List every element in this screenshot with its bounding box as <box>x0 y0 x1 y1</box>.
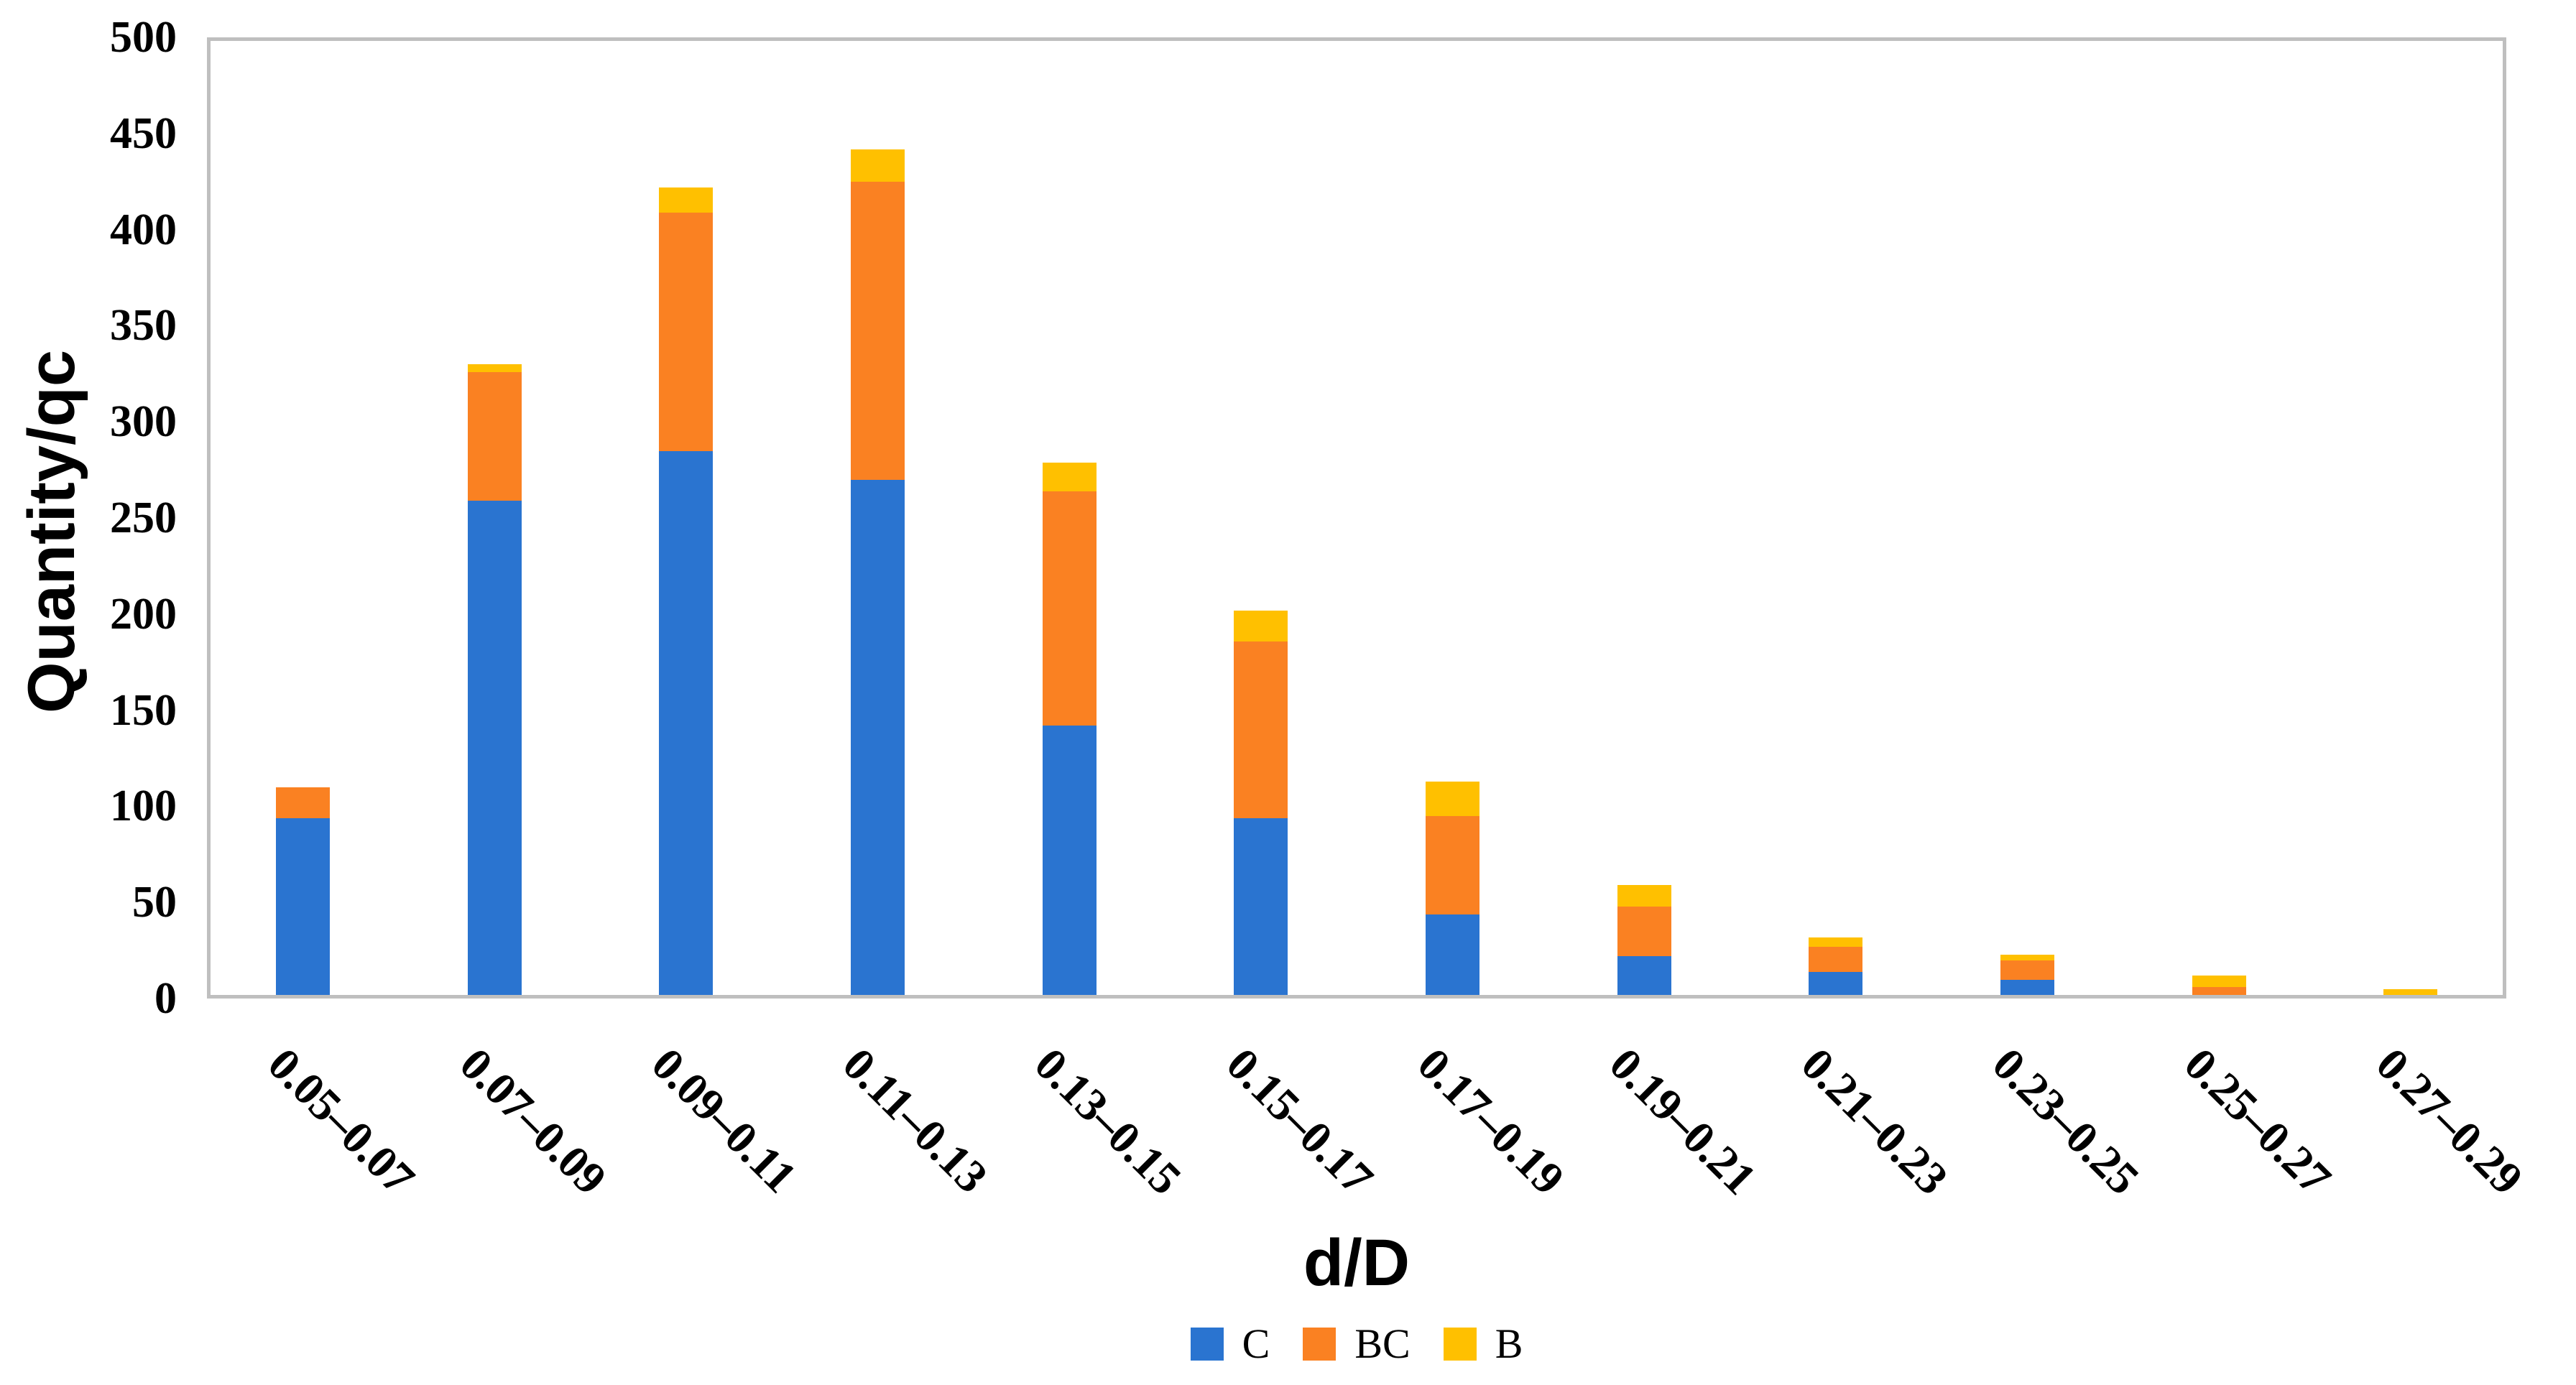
bar-segment-C <box>1234 817 1288 995</box>
bar-segment-BC <box>1617 906 1671 957</box>
bar-segment-BC <box>2192 987 2246 995</box>
x-tick-label: 0.21–0.23 <box>1791 1038 1958 1205</box>
bar-segment-C <box>1425 914 1479 995</box>
y-tick-label: 250 <box>110 494 177 542</box>
bar-segment-BC <box>850 182 905 480</box>
bar-segment-B <box>2192 976 2246 988</box>
bar-segment-BC <box>659 212 714 451</box>
bar-segment-BC <box>1234 641 1288 818</box>
bar-segment-BC <box>467 372 522 501</box>
bar-segment-B <box>850 149 905 182</box>
x-tick-label: 0.11–0.13 <box>833 1038 998 1203</box>
legend-swatch-icon <box>1190 1328 1224 1361</box>
bar-segment-C <box>850 479 905 995</box>
bar-0.15–0.17 <box>1234 610 1288 995</box>
bar-0.13–0.15 <box>1042 462 1097 995</box>
bar-segment-B <box>467 364 522 372</box>
bar-segment-BC <box>275 787 330 818</box>
bar-segment-B <box>659 187 714 213</box>
bar-segment-B <box>1042 462 1097 491</box>
bar-segment-B <box>2383 988 2438 995</box>
bar-0.23–0.25 <box>2000 954 2054 995</box>
bar-0.27–0.29 <box>2383 988 2438 995</box>
bar-segment-BC <box>1042 491 1097 726</box>
y-tick-label: 50 <box>132 878 177 927</box>
legend-item-BC: BC <box>1303 1320 1411 1367</box>
bar-0.17–0.19 <box>1425 781 1479 995</box>
legend: C BC B <box>207 1323 2506 1365</box>
bar-0.07–0.09 <box>467 364 522 995</box>
x-tick-label: 0.09–0.11 <box>642 1038 807 1203</box>
x-tick-label: 0.05–0.07 <box>258 1038 425 1205</box>
x-tick-label: 0.19–0.21 <box>1599 1038 1766 1205</box>
bar-segment-C <box>659 450 714 995</box>
x-tick-label: 0.23–0.25 <box>1982 1038 2150 1205</box>
x-tick-label: 0.25–0.27 <box>2174 1038 2341 1205</box>
y-tick-label: 350 <box>110 301 177 351</box>
bar-segment-B <box>1809 937 1863 948</box>
bar-segment-BC <box>1809 947 1863 972</box>
x-tick-label: 0.13–0.15 <box>1025 1038 1191 1205</box>
legend-swatch-icon <box>1303 1328 1337 1361</box>
bar-segment-C <box>1617 956 1671 995</box>
bar-0.11–0.13 <box>850 149 905 995</box>
bar-segment-B <box>2000 954 2054 960</box>
plot-area <box>207 37 2506 999</box>
bar-0.21–0.23 <box>1809 937 1863 995</box>
legend-label: C <box>1242 1320 1270 1367</box>
y-tick-label: 100 <box>110 782 177 831</box>
bar-segment-C <box>275 817 330 995</box>
legend-label: B <box>1495 1320 1523 1367</box>
x-axis-title: d/D <box>1303 1226 1411 1300</box>
y-tick-label: 150 <box>110 685 177 735</box>
legend-item-B: B <box>1443 1320 1523 1367</box>
bar-segment-BC <box>1425 816 1479 914</box>
bar-0.09–0.11 <box>659 187 714 995</box>
bar-segment-B <box>1617 885 1671 907</box>
legend-item-C: C <box>1190 1320 1270 1367</box>
y-tick-label: 200 <box>110 589 177 639</box>
y-tick-label: 450 <box>110 108 177 158</box>
y-tick-label: 300 <box>110 397 177 447</box>
bar-0.25–0.27 <box>2192 976 2246 995</box>
x-tick-label: 0.15–0.17 <box>1217 1038 1383 1205</box>
bar-segment-C <box>1809 971 1863 995</box>
bar-segment-C <box>1042 726 1097 995</box>
y-axis: 0 50 100 150 200 250 300 350 400 450 500 <box>0 0 177 1385</box>
y-tick-label: 400 <box>110 205 177 254</box>
x-tick-label: 0.27–0.29 <box>2366 1038 2533 1205</box>
x-tick-label: 0.17–0.19 <box>1408 1038 1575 1205</box>
y-tick-label: 0 <box>154 974 177 1023</box>
bar-segment-BC <box>2000 960 2054 980</box>
bar-0.19–0.21 <box>1617 885 1671 995</box>
bar-segment-B <box>1234 610 1288 641</box>
bar-segment-C <box>467 501 522 995</box>
bar-segment-B <box>1425 781 1479 817</box>
y-tick-label: 500 <box>110 13 177 62</box>
legend-label: BC <box>1354 1320 1411 1367</box>
bar-0.05–0.07 <box>275 787 330 995</box>
legend-swatch-icon <box>1443 1328 1477 1361</box>
x-tick-label: 0.07–0.09 <box>450 1038 617 1205</box>
bar-segment-C <box>2000 979 2054 995</box>
